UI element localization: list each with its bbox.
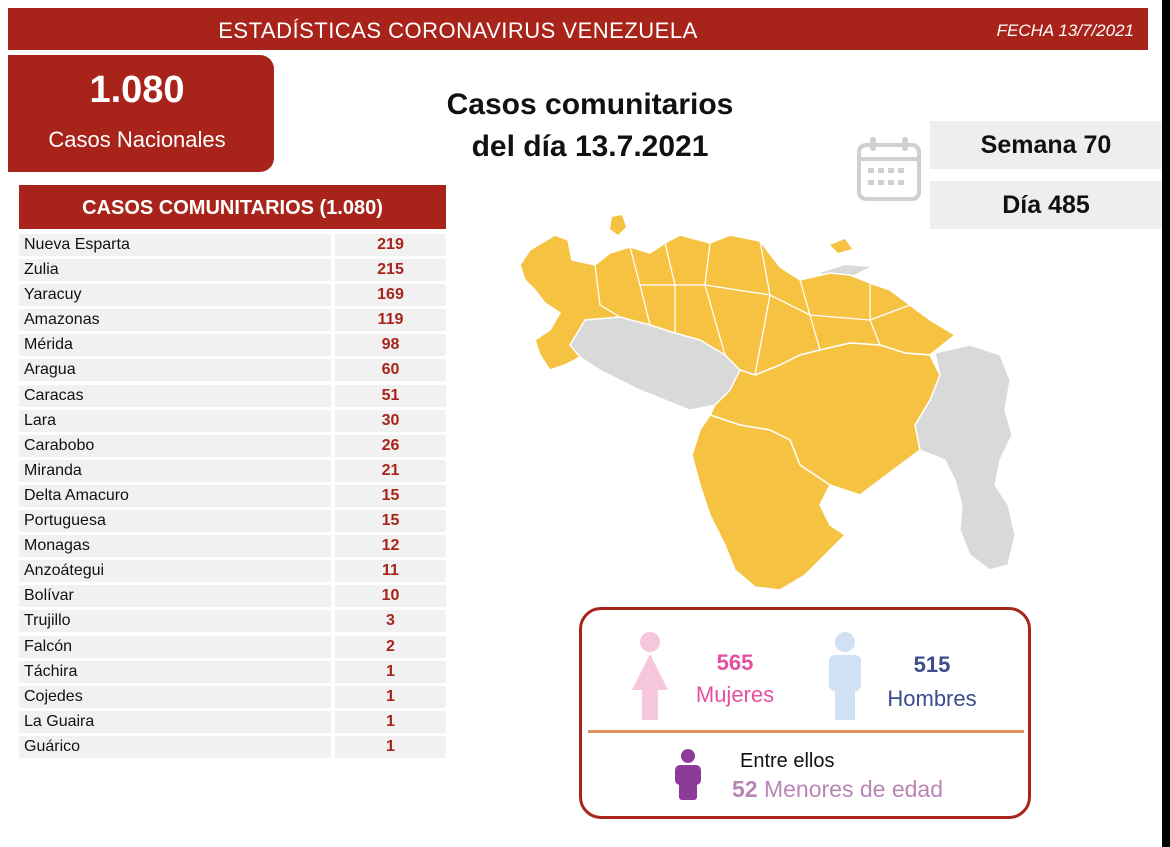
table-row: Trujillo 3 xyxy=(19,609,446,634)
state-case-count: 215 xyxy=(335,259,446,282)
woman-icon xyxy=(632,632,668,720)
minors-count: 52 xyxy=(732,776,758,802)
men-count: 515 xyxy=(913,652,951,677)
state-name: Amazonas xyxy=(19,309,331,332)
state-case-count: 2 xyxy=(335,635,446,658)
state-name: Trujillo xyxy=(19,610,331,633)
state-name: Nueva Esparta xyxy=(19,234,331,256)
panel-divider xyxy=(588,730,1024,733)
state-case-count: 219 xyxy=(335,234,446,256)
state-case-count: 98 xyxy=(335,334,446,357)
state-name: Cojedes xyxy=(19,685,331,708)
state-name: Delta Amacuro xyxy=(19,484,331,507)
table-row: Caracas 51 xyxy=(19,384,446,409)
man-icon xyxy=(829,632,861,720)
state-name: Miranda xyxy=(19,459,331,482)
state-case-count: 26 xyxy=(335,434,446,457)
state-case-count: 15 xyxy=(335,484,446,507)
table-row: Zulia 215 xyxy=(19,258,446,283)
header-bar: ESTADÍSTICAS CORONAVIRUS VENEZUELA FECHA… xyxy=(8,8,1148,50)
cases-table: Nueva Esparta 219 Zulia 215 Yaracuy 169 Amazon… xyxy=(19,233,446,760)
calendar-icon xyxy=(857,137,921,201)
state-case-count: 169 xyxy=(335,284,446,307)
minors-text: 52 Menores de edad xyxy=(732,776,943,803)
table-row: Mérida 98 xyxy=(19,333,446,358)
gender-breakdown-panel: 565 Mujeres 515 Hombres Entre ellos 52 M… xyxy=(579,607,1031,819)
national-cases-count: 1.080 xyxy=(89,69,185,111)
headline: Casos comunitarios del día 13.7.2021 xyxy=(400,84,780,168)
state-case-count: 60 xyxy=(335,359,446,382)
minors-label: Menores de edad xyxy=(763,776,943,802)
headline-line-2: del día 13.7.2021 xyxy=(471,130,709,163)
national-cases-label: Casos Nacionales xyxy=(48,127,226,152)
state-name: Anzoátegui xyxy=(19,560,331,583)
state-case-count: 51 xyxy=(335,384,446,407)
national-cases-card: 1.080 Casos Nacionales xyxy=(8,55,274,172)
state-case-count: 1 xyxy=(335,710,446,733)
state-case-count: 11 xyxy=(335,560,446,583)
table-row: Anzoátegui 11 xyxy=(19,559,446,584)
men-label: Hombres xyxy=(887,686,977,711)
state-case-count: 3 xyxy=(335,610,446,633)
state-name: Mérida xyxy=(19,334,331,357)
state-case-count: 12 xyxy=(335,535,446,558)
table-title: CASOS COMUNITARIOS (1.080) xyxy=(19,185,446,229)
state-case-count: 1 xyxy=(335,685,446,708)
table-row: Monagas 12 xyxy=(19,534,446,559)
state-name: Carabobo xyxy=(19,434,331,457)
headline-line-1: Casos comunitarios xyxy=(446,88,734,121)
state-case-count: 30 xyxy=(335,409,446,432)
table-row: Falcón 2 xyxy=(19,635,446,660)
state-name: Yaracuy xyxy=(19,284,331,307)
state-case-count: 119 xyxy=(335,309,446,332)
table-row: Yaracuy 169 xyxy=(19,283,446,308)
state-case-count: 1 xyxy=(335,660,446,683)
women-count: 565 xyxy=(716,650,754,675)
table-row: Miranda 21 xyxy=(19,459,446,484)
map-state-borders xyxy=(594,240,911,376)
page-title: ESTADÍSTICAS CORONAVIRUS VENEZUELA xyxy=(218,18,698,43)
state-case-count: 1 xyxy=(335,735,446,758)
state-name: Monagas xyxy=(19,535,331,558)
state-case-count: 15 xyxy=(335,510,446,533)
table-row: La Guaira 1 xyxy=(19,710,446,735)
table-row: Aragua 60 xyxy=(19,358,446,383)
day-counter: Día 485 xyxy=(930,181,1162,229)
state-name: Bolívar xyxy=(19,585,331,608)
table-row: Cojedes 1 xyxy=(19,685,446,710)
child-icon xyxy=(675,749,701,800)
table-row: Bolívar 10 xyxy=(19,584,446,609)
state-name: Caracas xyxy=(19,384,331,407)
state-case-count: 21 xyxy=(335,459,446,482)
map-region-affected xyxy=(610,215,626,235)
state-name: Zulia xyxy=(19,259,331,282)
state-name: Táchira xyxy=(19,660,331,683)
state-name: Guárico xyxy=(19,735,331,758)
table-row: Táchira 1 xyxy=(19,660,446,685)
table-row: Nueva Esparta 219 xyxy=(19,233,446,258)
table-row: Carabobo 26 xyxy=(19,434,446,459)
state-name: Lara xyxy=(19,409,331,432)
women-label: Mujeres xyxy=(695,682,775,707)
venezuela-map xyxy=(519,215,1016,591)
table-row: Portuguesa 15 xyxy=(19,509,446,534)
state-name: La Guaira xyxy=(19,710,331,733)
map-region-affected xyxy=(691,414,847,591)
state-name: Falcón xyxy=(19,635,331,658)
state-name: Aragua xyxy=(19,359,331,382)
report-date: FECHA 13/7/2021 xyxy=(996,21,1134,40)
week-counter: Semana 70 xyxy=(930,121,1162,169)
table-row: Guárico 1 xyxy=(19,735,446,760)
table-row: Delta Amacuro 15 xyxy=(19,484,446,509)
state-case-count: 10 xyxy=(335,585,446,608)
table-row: Lara 30 xyxy=(19,409,446,434)
map-region-affected xyxy=(830,239,852,253)
table-row: Amazonas 119 xyxy=(19,308,446,333)
minors-intro: Entre ellos xyxy=(740,750,835,772)
state-name: Portuguesa xyxy=(19,510,331,533)
